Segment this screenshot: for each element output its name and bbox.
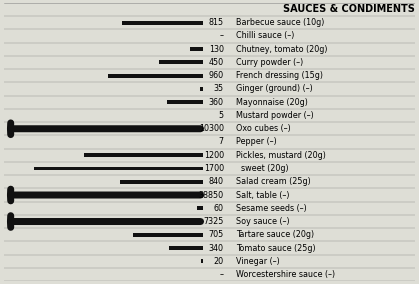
Text: 38850: 38850: [199, 191, 224, 200]
Text: 840: 840: [209, 177, 224, 186]
Text: Mayonnaise (20g): Mayonnaise (20g): [236, 98, 308, 107]
Text: Soy sauce (–): Soy sauce (–): [236, 217, 290, 226]
Text: Pepper (–): Pepper (–): [236, 137, 277, 147]
Bar: [200, 87, 203, 91]
Text: Pickles, mustard (20g): Pickles, mustard (20g): [236, 151, 326, 160]
Text: 340: 340: [209, 243, 224, 252]
Text: Barbecue sauce (10g): Barbecue sauce (10g): [236, 18, 325, 27]
Text: 7325: 7325: [204, 217, 224, 226]
Bar: [122, 21, 203, 25]
Text: Vinegar (–): Vinegar (–): [236, 257, 280, 266]
Bar: [169, 246, 203, 250]
Text: 20: 20: [214, 257, 224, 266]
Text: Chutney, tomato (20g): Chutney, tomato (20g): [236, 45, 328, 54]
Text: sweet (20g): sweet (20g): [236, 164, 289, 173]
Text: Salad cream (25g): Salad cream (25g): [236, 177, 311, 186]
Text: Salt, table (–): Salt, table (–): [236, 191, 290, 200]
Bar: [34, 166, 203, 170]
Text: French dressing (15g): French dressing (15g): [236, 71, 323, 80]
Text: Worcestershire sauce (–): Worcestershire sauce (–): [236, 270, 335, 279]
Text: 360: 360: [209, 98, 224, 107]
Text: Tomato sauce (25g): Tomato sauce (25g): [236, 243, 316, 252]
Text: 815: 815: [209, 18, 224, 27]
Bar: [133, 233, 203, 237]
Bar: [158, 60, 203, 64]
Text: Tartare sauce (20g): Tartare sauce (20g): [236, 230, 314, 239]
Bar: [190, 47, 203, 51]
Text: Curry powder (–): Curry powder (–): [236, 58, 303, 67]
Text: Sesame seeds (–): Sesame seeds (–): [236, 204, 307, 213]
Text: –: –: [220, 270, 224, 279]
Text: Oxo cubes (–): Oxo cubes (–): [236, 124, 291, 133]
Bar: [202, 259, 203, 263]
Text: 1200: 1200: [204, 151, 224, 160]
Text: –: –: [220, 32, 224, 41]
Text: 60: 60: [214, 204, 224, 213]
Text: 5: 5: [219, 111, 224, 120]
Bar: [120, 180, 203, 184]
Bar: [84, 153, 203, 157]
Text: 35: 35: [214, 84, 224, 93]
Text: Ginger (ground) (–): Ginger (ground) (–): [236, 84, 313, 93]
Text: 960: 960: [209, 71, 224, 80]
Bar: [168, 100, 203, 104]
Text: 450: 450: [209, 58, 224, 67]
Text: 130: 130: [209, 45, 224, 54]
Bar: [108, 74, 203, 78]
Text: 10300: 10300: [199, 124, 224, 133]
Text: 1700: 1700: [204, 164, 224, 173]
Text: Chilli sauce (–): Chilli sauce (–): [236, 32, 295, 41]
Text: 7: 7: [219, 137, 224, 147]
Text: 705: 705: [209, 230, 224, 239]
Bar: [197, 206, 203, 210]
Text: SAUCES & CONDIMENTS: SAUCES & CONDIMENTS: [283, 5, 415, 14]
Text: Mustard powder (–): Mustard powder (–): [236, 111, 314, 120]
